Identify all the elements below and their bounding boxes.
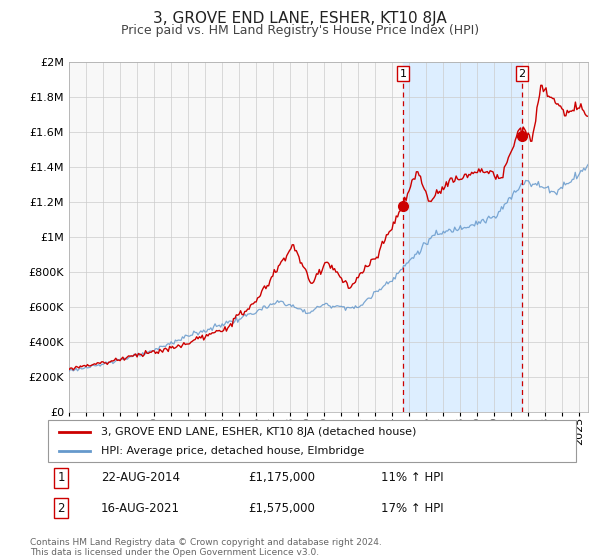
Text: Price paid vs. HM Land Registry's House Price Index (HPI): Price paid vs. HM Land Registry's House … [121, 24, 479, 36]
Text: £1,175,000: £1,175,000 [248, 471, 316, 484]
Text: 3, GROVE END LANE, ESHER, KT10 8JA: 3, GROVE END LANE, ESHER, KT10 8JA [153, 11, 447, 26]
Text: Contains HM Land Registry data © Crown copyright and database right 2024.
This d: Contains HM Land Registry data © Crown c… [30, 538, 382, 557]
FancyBboxPatch shape [48, 420, 576, 462]
Text: 1: 1 [400, 69, 407, 78]
Text: 22-AUG-2014: 22-AUG-2014 [101, 471, 180, 484]
Text: HPI: Average price, detached house, Elmbridge: HPI: Average price, detached house, Elmb… [101, 446, 364, 456]
Text: 3, GROVE END LANE, ESHER, KT10 8JA (detached house): 3, GROVE END LANE, ESHER, KT10 8JA (deta… [101, 427, 416, 437]
Text: 1: 1 [58, 471, 65, 484]
Text: 2: 2 [518, 69, 526, 78]
Text: £1,575,000: £1,575,000 [248, 502, 316, 515]
Text: 16-AUG-2021: 16-AUG-2021 [101, 502, 180, 515]
Bar [403, 62, 522, 412]
Text: 2: 2 [58, 502, 65, 515]
Text: 17% ↑ HPI: 17% ↑ HPI [380, 502, 443, 515]
Text: 11% ↑ HPI: 11% ↑ HPI [380, 471, 443, 484]
